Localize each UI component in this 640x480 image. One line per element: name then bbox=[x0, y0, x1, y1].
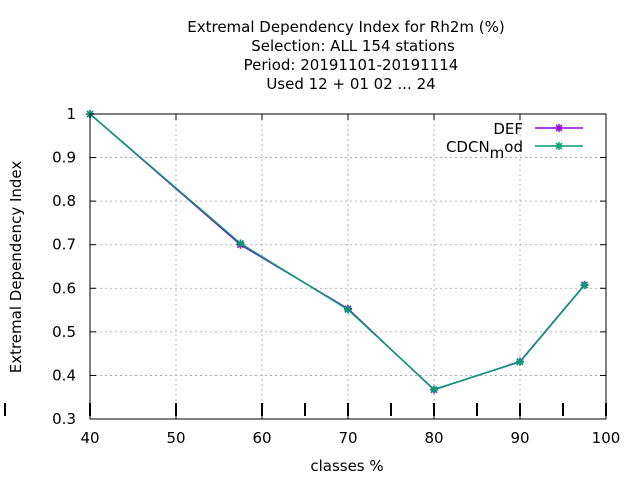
data-point bbox=[580, 281, 589, 290]
x-tick-label: 100 bbox=[592, 429, 621, 447]
y-tick-label: 0.9 bbox=[52, 149, 76, 167]
y-tick-label: 0.7 bbox=[52, 236, 76, 254]
legend: DEF CDCNmod bbox=[446, 120, 583, 162]
plot-frame bbox=[89, 113, 607, 420]
data-point bbox=[516, 357, 524, 366]
x-axis-label: classes % bbox=[310, 457, 383, 475]
x-tick-label: 40 bbox=[80, 429, 99, 447]
legend-marker-cdcn bbox=[555, 142, 563, 150]
legend-label-cdcn-rest: od bbox=[504, 138, 523, 156]
x-tick-label: 90 bbox=[510, 429, 529, 447]
series-line bbox=[89, 113, 586, 391]
title-line-2: Selection: ALL 154 stations bbox=[251, 37, 455, 55]
legend-marker-def bbox=[555, 124, 563, 132]
legend-label-cdcn: CDCNmod bbox=[446, 138, 523, 162]
title-line-4: Used 12 + 01 02 ... 24 bbox=[266, 75, 435, 93]
y-axis-label: Extremal Dependency Index bbox=[7, 161, 25, 374]
title-line-1: Extremal Dependency Index for Rh2m (%) bbox=[187, 18, 505, 36]
legend-label-def: DEF bbox=[493, 120, 523, 138]
y-tick-label: 0.6 bbox=[52, 279, 76, 297]
legend-entry-def: DEF bbox=[493, 120, 583, 138]
y-tick-label: 0.4 bbox=[52, 366, 76, 384]
legend-entry-cdcn: CDCNmod bbox=[446, 138, 583, 162]
x-tick-label: 70 bbox=[338, 429, 357, 447]
data-point bbox=[344, 305, 352, 314]
ticks bbox=[4, 113, 607, 420]
x-tick-labels: 40 50 60 70 80 90 100 bbox=[80, 429, 620, 447]
title-line-3: Period: 20191101-20191114 bbox=[244, 56, 459, 74]
x-tick-label: 60 bbox=[252, 429, 271, 447]
y-tick-label: 0.8 bbox=[52, 192, 76, 210]
data-point bbox=[430, 385, 438, 394]
y-tick-label: 0.5 bbox=[52, 323, 76, 341]
grid bbox=[90, 114, 606, 419]
x-tick-label: 80 bbox=[424, 429, 443, 447]
y-tick-label: 1 bbox=[66, 105, 76, 123]
y-tick-labels: 0.3 0.4 0.5 0.6 0.7 0.8 0.9 1 bbox=[52, 105, 76, 428]
chart-title: Extremal Dependency Index for Rh2m (%) S… bbox=[187, 18, 505, 93]
legend-label-cdcn-sub: m bbox=[490, 144, 505, 162]
y-tick-label: 0.3 bbox=[52, 410, 76, 428]
x-tick-label: 50 bbox=[166, 429, 185, 447]
legend-label-cdcn-main: CDCN bbox=[446, 138, 490, 156]
data-point bbox=[236, 239, 245, 248]
